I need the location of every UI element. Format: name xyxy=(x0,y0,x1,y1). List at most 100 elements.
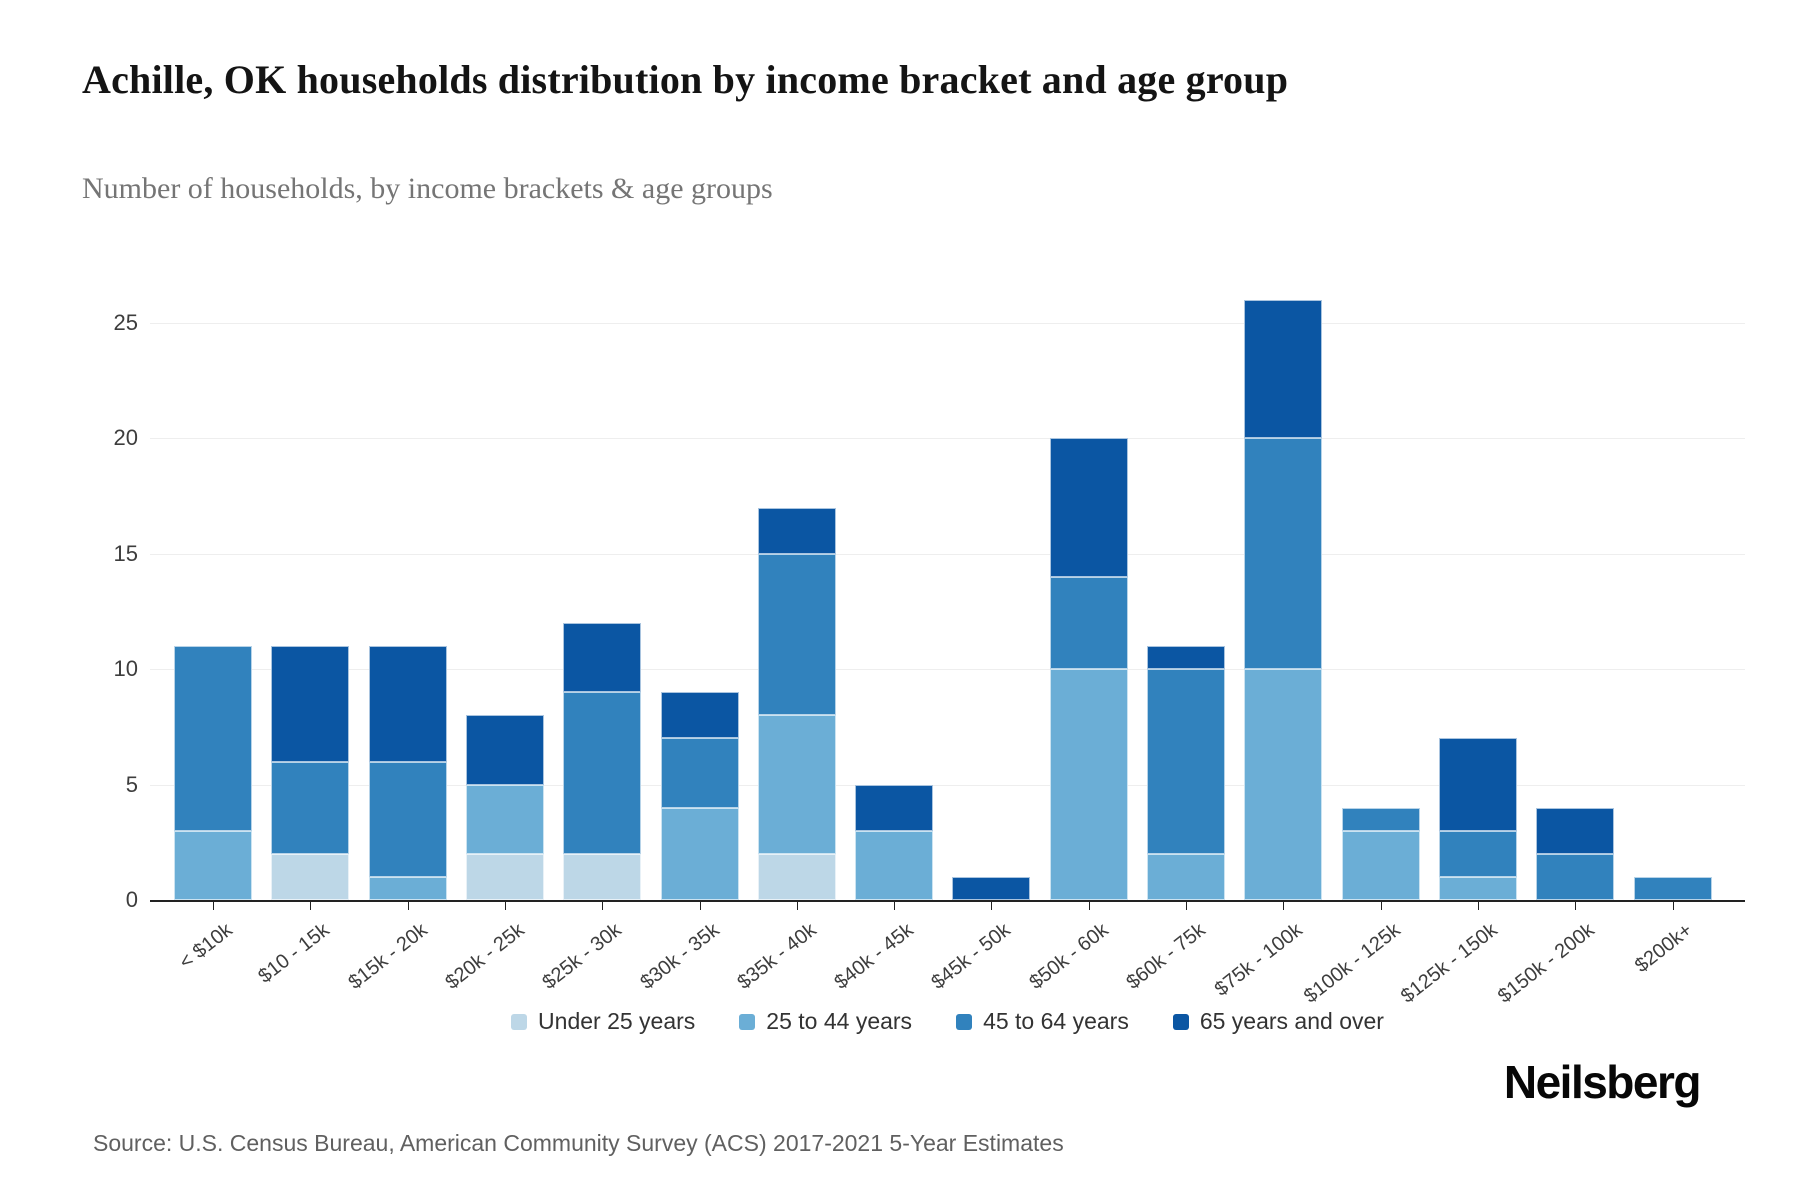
x-axis-label: $25k - 30k xyxy=(538,919,626,994)
x-axis-label: < $10k xyxy=(175,919,237,974)
bar-segment[interactable] xyxy=(1244,299,1323,439)
x-axis-label: $40k - 45k xyxy=(830,919,918,994)
bar-segment[interactable] xyxy=(1536,807,1615,854)
legend-item-1[interactable]: 25 to 44 years xyxy=(739,1008,912,1035)
x-axis-tick xyxy=(602,902,604,910)
bar-segment[interactable] xyxy=(563,692,642,854)
bar-segment[interactable] xyxy=(563,853,642,900)
bar-segment[interactable] xyxy=(271,646,350,762)
x-axis-label: $75k - 100k xyxy=(1210,919,1307,1001)
chart-title: Achille, OK households distribution by i… xyxy=(82,57,1289,102)
gridline-y-25 xyxy=(150,323,1745,324)
bar-segment[interactable] xyxy=(660,692,739,739)
plot-area: 0 5 10 15 20 25 < $10k $10 - 15k $15k - 20k $20k … xyxy=(114,255,1745,1008)
bar-segment[interactable] xyxy=(952,876,1031,900)
legend-label: 45 to 64 years xyxy=(983,1008,1129,1034)
chart-subtitle: Number of households, by income brackets… xyxy=(82,172,773,205)
source-note: Source: U.S. Census Bureau, American Com… xyxy=(93,1130,1064,1156)
x-axis-label: $150k - 200k xyxy=(1494,919,1599,1008)
bar-segment[interactable] xyxy=(757,853,836,900)
bar-segment[interactable] xyxy=(1438,876,1517,900)
bar-segment[interactable] xyxy=(465,715,544,785)
x-axis-tick xyxy=(796,902,798,910)
bar-segment[interactable] xyxy=(1438,830,1517,877)
bar-segment[interactable] xyxy=(1147,669,1225,854)
x-axis-tick xyxy=(699,902,701,910)
gridline-y-10 xyxy=(150,669,1745,671)
bar-segment[interactable] xyxy=(1341,807,1420,831)
x-axis-label: $100k - 125k xyxy=(1299,919,1405,1008)
x-axis-tick xyxy=(1088,902,1090,910)
x-axis-label: $10 - 15k xyxy=(254,919,334,988)
legend-item-0[interactable]: Under 25 years xyxy=(511,1008,695,1035)
x-axis-tick xyxy=(504,902,506,910)
legend-item-2[interactable]: 45 to 64 years xyxy=(956,1008,1129,1035)
bar-segment[interactable] xyxy=(271,853,350,900)
x-axis-tick xyxy=(894,902,896,910)
bar-segment[interactable] xyxy=(1633,876,1712,900)
bar-segment[interactable] xyxy=(757,507,836,554)
x-axis-tick xyxy=(1575,902,1577,910)
bar-segment[interactable] xyxy=(1147,853,1225,900)
bar-segment[interactable] xyxy=(368,761,447,877)
bar-segment[interactable] xyxy=(757,553,836,716)
bar-segment[interactable] xyxy=(1341,830,1420,900)
x-axis-tick xyxy=(1672,902,1674,910)
bar-segment[interactable] xyxy=(1147,646,1225,670)
y-axis-label-0: 0 xyxy=(125,887,138,912)
legend-swatch-icon xyxy=(956,1013,973,1030)
legend-label: Under 25 years xyxy=(538,1008,696,1034)
legend-swatch-icon xyxy=(1172,1013,1189,1030)
bar-segment[interactable] xyxy=(1049,669,1128,900)
y-axis-label-10: 10 xyxy=(113,656,138,682)
bar-segment[interactable] xyxy=(660,738,739,808)
x-axis-label: $35k - 40k xyxy=(733,919,821,994)
y-axis-label-15: 15 xyxy=(113,540,138,566)
bar-segment[interactable] xyxy=(368,646,447,762)
legend-label: 65 years and over xyxy=(1199,1008,1384,1034)
bar-segment[interactable] xyxy=(757,715,836,854)
x-axis-label: $125k - 150k xyxy=(1396,919,1502,1008)
x-axis-label: $200k+ xyxy=(1630,919,1697,978)
bar-segment[interactable] xyxy=(1049,438,1128,577)
x-axis-tick xyxy=(1477,902,1479,910)
legend-item-3[interactable]: 65 years and over xyxy=(1172,1008,1384,1035)
x-axis-label: $15k - 20k xyxy=(344,919,432,994)
bar-segment[interactable] xyxy=(1244,669,1323,900)
y-axis-label-5: 5 xyxy=(125,771,138,797)
y-axis-label-25: 25 xyxy=(113,310,138,335)
bar-segment[interactable] xyxy=(1438,738,1517,831)
bar-segment[interactable] xyxy=(368,876,447,900)
legend-label: 25 to 44 years xyxy=(766,1008,913,1034)
x-axis-tick xyxy=(1283,902,1285,910)
neilsberg-logo: Neilsberg xyxy=(1503,1056,1702,1108)
x-axis-label: $60k - 75k xyxy=(1122,919,1210,994)
legend-swatch-icon xyxy=(511,1013,528,1030)
x-axis-label: $45k - 50k xyxy=(927,919,1015,994)
bar-segment[interactable] xyxy=(465,853,544,900)
x-axis-label: $20k - 25k xyxy=(441,919,529,994)
bar-segment[interactable] xyxy=(563,623,642,693)
x-axis-tick xyxy=(991,902,993,910)
bar-segment[interactable] xyxy=(855,830,934,900)
bar-segment[interactable] xyxy=(1049,576,1128,670)
legend: Under 25 years 25 to 44 years 45 to 64 yea… xyxy=(150,1008,1745,1035)
gridline-y-5 xyxy=(150,784,1745,786)
bar-segment[interactable] xyxy=(855,784,934,831)
bar-segment[interactable] xyxy=(271,761,350,854)
x-axis-tick xyxy=(213,902,214,910)
bar-segment[interactable] xyxy=(465,784,544,854)
x-axis-tick xyxy=(310,902,312,910)
bar-segment[interactable] xyxy=(1244,438,1323,670)
y-axis-label-20: 20 xyxy=(113,425,138,451)
x-axis-tick xyxy=(1186,902,1187,910)
x-axis-tick xyxy=(1380,902,1382,910)
bar-segment[interactable] xyxy=(660,807,739,900)
x-axis-label: $30k - 35k xyxy=(635,919,724,994)
bar-segment[interactable] xyxy=(174,646,252,831)
bar-segment[interactable] xyxy=(174,830,252,900)
gridline-y-15 xyxy=(150,553,1745,555)
x-axis-tick xyxy=(407,902,409,910)
bar-segment[interactable] xyxy=(1536,853,1615,900)
